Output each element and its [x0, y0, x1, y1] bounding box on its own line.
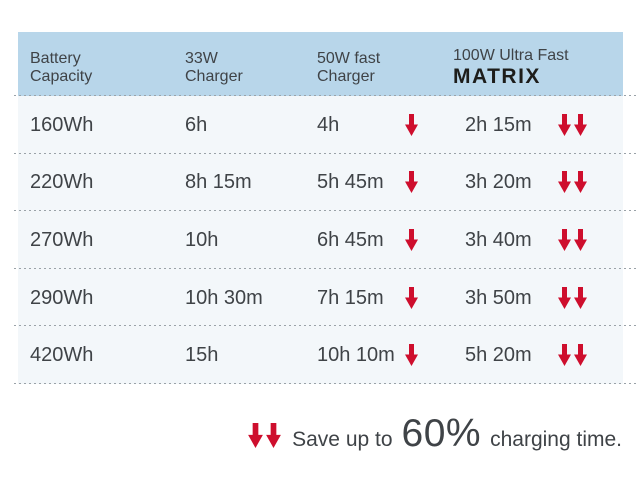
50w-time-value: 7h 15m — [317, 286, 384, 309]
100w-time-value: 3h 40m — [465, 228, 532, 251]
header-line: Charger — [317, 67, 375, 85]
100w-time-value: 5h 20m — [465, 344, 532, 367]
single-down-arrow-icon — [405, 344, 418, 367]
header-100w-ultra-fast: 100W Ultra Fast MATRIX — [453, 40, 623, 89]
savings-percentage: 60% — [401, 412, 482, 455]
savings-note-suffix: charging time. — [490, 428, 622, 451]
table-row: 160Wh 6h 4h 2h 15m — [14, 96, 636, 154]
header-line: 33W — [185, 49, 218, 67]
33w-time-value: 8h 15m — [185, 171, 252, 194]
header-line: Capacity — [30, 67, 93, 85]
50w-time-value: 6h 45m — [317, 228, 384, 251]
double-down-arrow-icon — [558, 113, 587, 136]
battery-capacity-value: 220Wh — [30, 171, 94, 194]
table-row: 220Wh 8h 15m 5h 45m 3h 20m — [14, 153, 636, 212]
double-down-arrow-icon — [558, 286, 587, 309]
table-header-row: Battery Capacity 33W Charger 50W fast Ch… — [14, 32, 636, 96]
battery-capacity-value: 270Wh — [30, 228, 94, 251]
header-line: Charger — [185, 67, 243, 85]
single-down-arrow-icon — [405, 113, 418, 136]
savings-note-prefix: Save up to — [292, 428, 393, 451]
header-33w-charger: 33W Charger — [185, 43, 317, 86]
header-battery-capacity: Battery Capacity — [18, 43, 185, 86]
single-down-arrow-icon — [405, 286, 418, 309]
battery-capacity-value: 290Wh — [30, 286, 94, 309]
100w-time-value: 2h 15m — [465, 113, 532, 136]
table-row: 420Wh 15h 10h 10m 5h 20m — [14, 326, 636, 384]
100w-time-value: 3h 20m — [465, 171, 532, 194]
50w-time-value: 10h 10m — [317, 344, 395, 367]
charging-time-table: Battery Capacity 33W Charger 50W fast Ch… — [14, 32, 636, 384]
33w-time-value: 10h — [185, 228, 219, 251]
header-line: 50W fast — [317, 49, 381, 67]
header-line: Battery — [30, 49, 81, 67]
matrix-logo: MATRIX — [453, 64, 541, 88]
double-down-arrow-icon — [558, 344, 587, 367]
100w-time-value: 3h 50m — [465, 286, 532, 309]
33w-time-value: 10h 30m — [185, 286, 263, 309]
header-50w-fast-charger: 50W fast Charger — [317, 43, 465, 86]
double-down-arrow-icon — [558, 171, 587, 194]
33w-time-value: 6h — [185, 113, 208, 136]
single-down-arrow-icon — [405, 228, 418, 251]
table-row: 270Wh 10h 6h 45m 3h 40m — [14, 211, 636, 269]
50w-time-value: 5h 45m — [317, 171, 384, 194]
battery-capacity-value: 160Wh — [30, 113, 94, 136]
single-down-arrow-icon — [405, 171, 418, 194]
header-line: 100W Ultra Fast — [453, 46, 569, 64]
table-row: 290Wh 10h 30m 7h 15m 3h 50m — [14, 268, 636, 327]
battery-capacity-value: 420Wh — [30, 344, 94, 367]
double-down-arrow-icon — [248, 421, 282, 448]
savings-note: Save up to 60% charging time. — [248, 412, 622, 456]
double-down-arrow-icon — [558, 228, 587, 251]
50w-time-value: 4h — [317, 113, 340, 136]
33w-time-value: 15h — [185, 344, 219, 367]
